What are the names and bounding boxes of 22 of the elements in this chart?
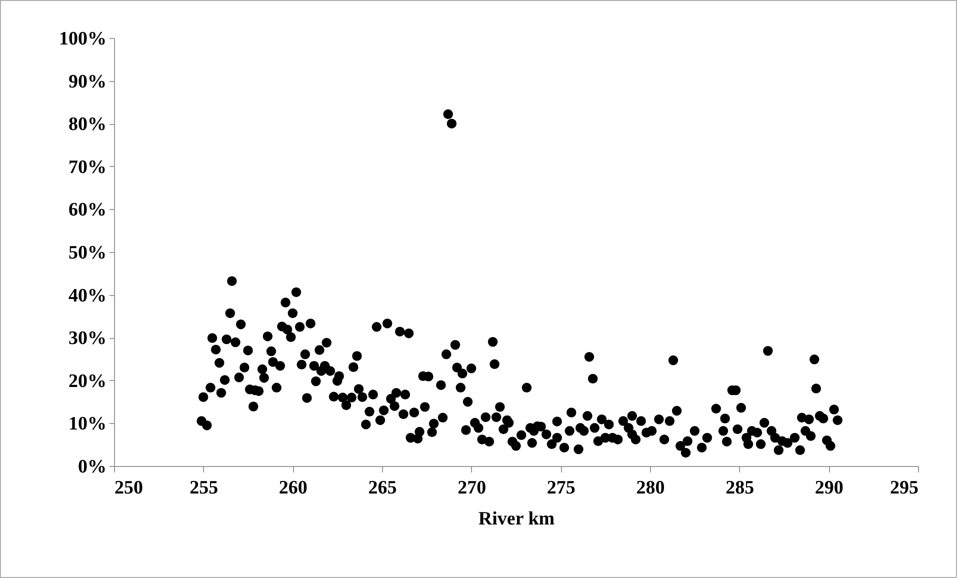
y-tick-label: 90% — [68, 71, 106, 92]
x-tick-label: 295 — [890, 478, 918, 498]
x-tick-label: 275 — [546, 478, 576, 498]
y-tick-label: 100% — [59, 28, 106, 50]
x-tick-label: 255 — [190, 478, 218, 498]
x-tick-label: 250 — [114, 478, 143, 498]
x-tick-label: 260 — [278, 478, 308, 498]
y-tick-label: 40% — [68, 285, 106, 306]
y-tick-label: 10% — [68, 414, 106, 435]
x-tick-label: 270 — [458, 478, 486, 498]
y-tick-label: 0% — [78, 456, 106, 478]
y-tick-label: 30% — [68, 328, 106, 350]
y-tick-label: 70% — [68, 156, 106, 178]
x-axis-title: River km — [478, 508, 555, 530]
y-tick-label: 20% — [68, 370, 106, 392]
y-tick-label: 50% — [68, 242, 106, 264]
x-tick-label: 285 — [726, 478, 754, 498]
x-tick-label: 290 — [814, 478, 844, 498]
y-tick-label: 60% — [68, 200, 106, 221]
x-tick-label: 280 — [636, 478, 665, 498]
y-tick-label: 80% — [68, 114, 106, 136]
x-tick-label: 265 — [368, 478, 397, 498]
